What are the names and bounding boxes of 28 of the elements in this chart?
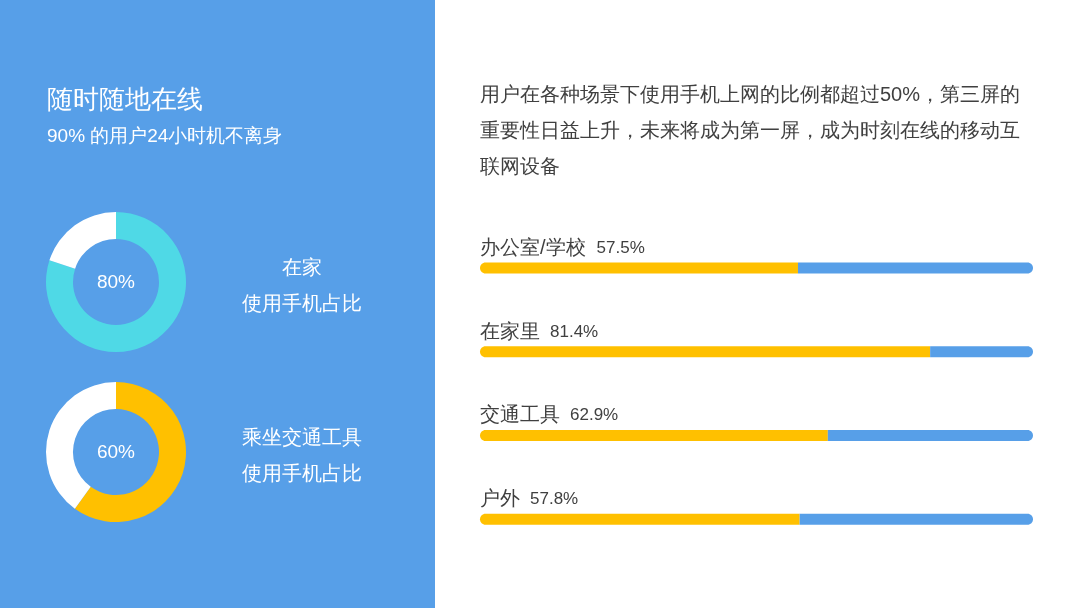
bar	[930, 346, 1033, 358]
data-label: 62.9%	[570, 405, 619, 425]
y-tick-label: 户外	[480, 487, 520, 510]
y-tick-label: 在家里	[480, 319, 540, 342]
data-label: 57.5%	[596, 237, 645, 257]
text: 在家	[282, 256, 322, 278]
donut-slice	[74, 382, 186, 522]
bar	[480, 262, 798, 274]
bar	[797, 262, 1033, 274]
bar	[827, 429, 1033, 441]
bar	[480, 513, 800, 525]
bar	[480, 429, 828, 441]
text: 使用手机占比	[242, 462, 362, 484]
data-label: 80%	[96, 271, 136, 292]
text: 使用手机占比	[242, 292, 362, 314]
donut-slice	[46, 212, 186, 352]
bar	[799, 513, 1033, 525]
text: 随时随地在线	[47, 84, 203, 114]
chart-title: 用户在各种场景下使用手机上网的比例都超过50%，第三屏的重要性日益上升，未来将成为第一屏，成为时刻在线的移动互联网设备	[480, 83, 1021, 177]
y-tick-label: 办公室/学校	[480, 235, 586, 258]
y-tick-label: 交通工具	[480, 403, 560, 426]
bar	[480, 346, 931, 358]
data-label: 81.4%	[550, 321, 599, 341]
text: 乘坐交通工具	[242, 426, 362, 448]
text: 90% 的用户24小时机不离身	[47, 125, 283, 146]
data-label: 57.8%	[530, 489, 579, 509]
donut-slice	[49, 212, 116, 269]
data-label: 60%	[96, 441, 136, 462]
